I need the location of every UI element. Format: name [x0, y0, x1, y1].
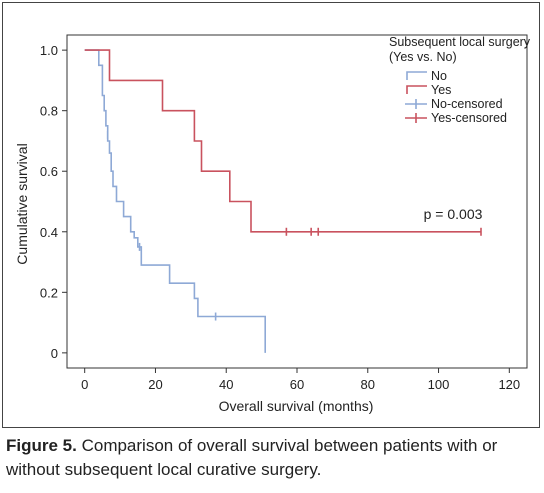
y-tick-label: 0.6: [40, 164, 58, 179]
y-tick-label: 0: [51, 346, 58, 361]
series-layer: [84, 49, 482, 353]
x-tick-label: 120: [498, 377, 520, 392]
legend-line-swatch: [406, 85, 427, 94]
x-tick-label: 60: [290, 377, 304, 392]
x-tick-label: 80: [361, 377, 375, 392]
figure-caption: Figure 5. Comparison of overall survival…: [6, 434, 540, 482]
legend-label: No-censored: [431, 97, 503, 111]
x-axis-label: Overall survival (months): [219, 398, 374, 414]
figure-panel: 0 20 40 60 80 100 120 0 0.2 0.4 0.6 0.8 1.0 Subseque…: [2, 2, 540, 428]
x-tick-label: 0: [81, 377, 88, 392]
x-tick-label: 20: [148, 377, 162, 392]
survival-curve-no: [84, 49, 266, 353]
caption-text: Comparison of overall survival between p…: [6, 436, 498, 479]
legend-label: No: [431, 69, 447, 83]
caption-label: Figure 5.: [6, 436, 77, 455]
survival-chart: 0 20 40 60 80 100 120 0 0.2 0.4 0.6 0.8 1.0 Subseque…: [14, 34, 531, 414]
y-tick-label: 0.4: [40, 225, 58, 240]
plot-frame: [66, 34, 528, 369]
legend: Subsequent local surgery (Yes vs. No)NoYe…: [389, 35, 531, 125]
legend-label: Yes: [431, 83, 451, 97]
axes: 0 20 40 60 80 100 120 0 0.2 0.4 0.6 0.8 1.0: [40, 34, 528, 392]
y-tick-label: 0.2: [40, 285, 58, 300]
x-tick-label: 100: [428, 377, 450, 392]
legend-label: Yes-censored: [431, 111, 507, 125]
legend-title: Subsequent local surgery (Yes vs. No): [389, 35, 531, 64]
y-axis-label: Cumulative survival: [14, 143, 30, 264]
y-tick-label: 1.0: [40, 43, 58, 58]
legend-line-swatch: [406, 71, 427, 80]
p-value-annotation: p = 0.003: [424, 206, 483, 222]
x-tick-label: 40: [219, 377, 233, 392]
y-tick-label: 0.8: [40, 104, 58, 119]
survival-curve-yes: [84, 49, 481, 233]
